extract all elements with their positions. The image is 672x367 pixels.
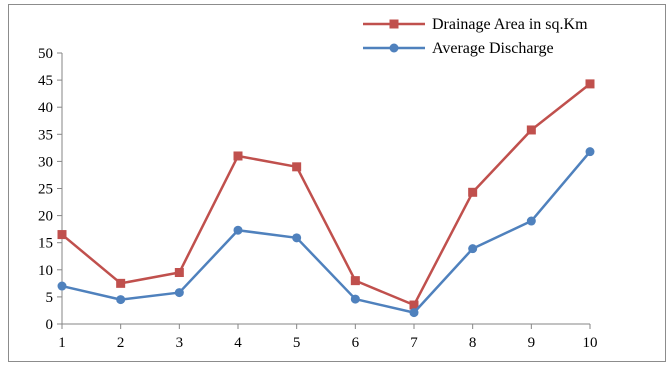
y-tick-label: 10 <box>38 263 53 279</box>
data-point-circle <box>409 308 419 318</box>
y-tick-label: 30 <box>38 154 53 170</box>
data-point-circle <box>174 288 184 298</box>
y-tick-label: 25 <box>38 182 53 198</box>
data-point-circle <box>292 233 302 243</box>
x-tick-label: 9 <box>528 335 536 351</box>
legend-marker-square <box>389 19 399 29</box>
data-point-square <box>526 125 536 135</box>
data-point-square <box>468 187 478 197</box>
x-tick-label: 6 <box>352 335 360 351</box>
series-line <box>61 82 591 307</box>
x-tick-label: 10 <box>583 335 598 351</box>
legend-marker-circle <box>389 43 399 53</box>
x-tick-label: 7 <box>410 335 418 351</box>
legend-label: Drainage Area in sq.Km <box>432 16 588 33</box>
y-tick-label: 20 <box>38 209 53 225</box>
series-line <box>61 150 591 314</box>
y-tick-label: 45 <box>38 73 53 89</box>
series-1 <box>57 79 595 310</box>
data-point-circle <box>526 216 536 226</box>
data-point-square <box>409 300 419 310</box>
data-point-square <box>174 268 184 278</box>
legend-item: Average Discharge <box>363 40 554 57</box>
y-tick-label: 15 <box>38 236 53 252</box>
data-point-square <box>585 79 595 89</box>
data-point-square <box>233 151 243 161</box>
legend-item: Drainage Area in sq.Km <box>363 16 588 33</box>
legend: Drainage Area in sq.Km Average Discharge <box>363 16 588 57</box>
x-tick-label: 2 <box>117 335 125 351</box>
y-tick-label: 50 <box>38 46 53 62</box>
legend-label: Average Discharge <box>432 40 554 57</box>
x-tick-label: 1 <box>58 335 66 351</box>
data-point-square <box>292 162 302 172</box>
data-point-circle <box>116 295 126 305</box>
y-tick-label: 5 <box>46 290 54 306</box>
x-tick-label: 5 <box>293 335 301 351</box>
data-point-square <box>116 278 126 288</box>
y-tick-label: 0 <box>46 317 54 333</box>
data-point-square <box>57 230 67 240</box>
data-point-circle <box>233 225 243 235</box>
data-point-circle <box>468 244 478 254</box>
data-point-circle <box>57 281 67 291</box>
x-tick-label: 8 <box>469 335 477 351</box>
x-tick-label: 4 <box>234 335 242 351</box>
series-2 <box>57 147 595 318</box>
data-point-circle <box>350 294 360 304</box>
x-tick-label: 3 <box>176 335 184 351</box>
data-point-square <box>350 276 360 286</box>
y-tick-label: 40 <box>38 100 53 116</box>
y-tick-label: 35 <box>38 127 53 143</box>
series-layer <box>57 79 595 318</box>
data-point-circle <box>585 147 595 157</box>
